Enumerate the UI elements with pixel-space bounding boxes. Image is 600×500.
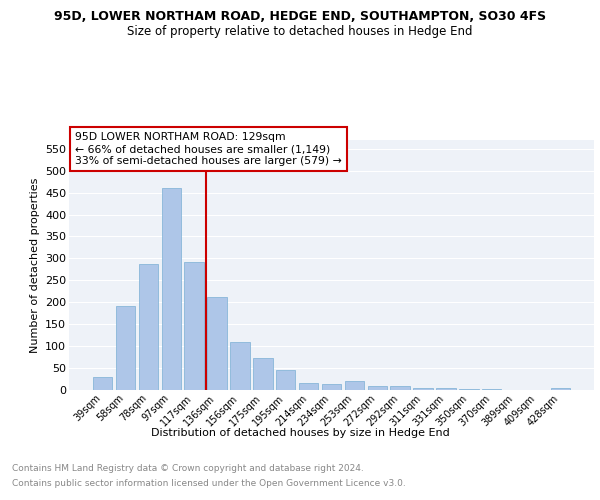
Text: 95D, LOWER NORTHAM ROAD, HEDGE END, SOUTHAMPTON, SO30 4FS: 95D, LOWER NORTHAM ROAD, HEDGE END, SOUT…: [54, 10, 546, 23]
Bar: [139, 264, 158, 390]
Text: Contains public sector information licensed under the Open Government Licence v3: Contains public sector information licen…: [12, 478, 406, 488]
Text: Size of property relative to detached houses in Hedge End: Size of property relative to detached ho…: [127, 25, 473, 38]
Bar: [391, 386, 410, 390]
Bar: [322, 384, 341, 390]
Bar: [208, 296, 227, 390]
Bar: [436, 388, 455, 390]
Bar: [299, 384, 319, 390]
Bar: [344, 381, 364, 390]
Bar: [230, 342, 250, 390]
Text: Distribution of detached houses by size in Hedge End: Distribution of detached houses by size …: [151, 428, 449, 438]
Bar: [276, 370, 295, 390]
Bar: [184, 262, 204, 390]
Y-axis label: Number of detached properties: Number of detached properties: [29, 178, 40, 352]
Bar: [551, 388, 570, 390]
Bar: [253, 358, 272, 390]
Bar: [161, 188, 181, 390]
Bar: [93, 377, 112, 390]
Bar: [482, 389, 502, 390]
Text: 95D LOWER NORTHAM ROAD: 129sqm
← 66% of detached houses are smaller (1,149)
33% : 95D LOWER NORTHAM ROAD: 129sqm ← 66% of …: [75, 132, 342, 166]
Bar: [116, 306, 135, 390]
Bar: [368, 386, 387, 390]
Bar: [413, 388, 433, 390]
Bar: [459, 389, 479, 390]
Text: Contains HM Land Registry data © Crown copyright and database right 2024.: Contains HM Land Registry data © Crown c…: [12, 464, 364, 473]
